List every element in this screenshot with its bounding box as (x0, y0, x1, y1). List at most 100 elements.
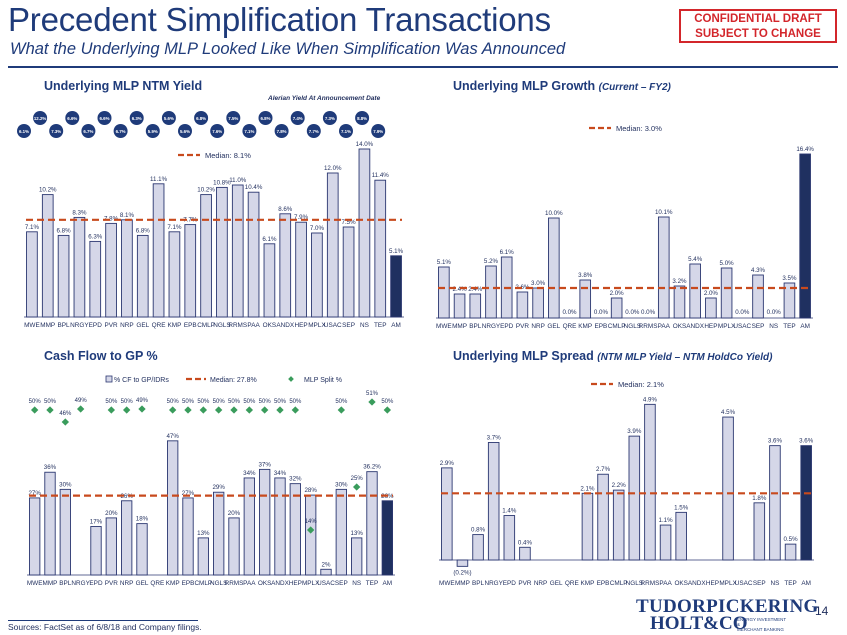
alerian-yield-label: 7.5% (228, 116, 238, 121)
yield-bar-pvr (105, 222, 117, 318)
cashflow-median-legend-label: Median: 27.8% (210, 377, 257, 384)
growth-bar-am (799, 153, 811, 319)
yield-bar-gel (136, 234, 149, 318)
growth-tick-label: EPB (595, 323, 608, 330)
cashflow-tick-label: NRGY (71, 580, 90, 587)
cashflow-data-label: 20% (105, 510, 118, 517)
yield-data-label: 10.8% (213, 179, 231, 186)
cashflow-tick-label: EPB (182, 580, 195, 587)
spread-bar-mwe (441, 467, 453, 561)
cashflow-tick-label: NS (352, 580, 361, 587)
alerian-yield-bubble (322, 111, 337, 125)
cashflow-bar-nrp (121, 500, 133, 576)
growth-tick-label: PAA (658, 323, 671, 330)
alerian-yield-label: 7.3% (51, 129, 61, 134)
yield-data-label: 7.9% (294, 214, 309, 221)
spread-tick-label: GEL (550, 580, 563, 587)
yield-bar-paa (247, 191, 260, 318)
cashflow-split-marker (30, 406, 39, 414)
yield-tick-label: PAA (247, 322, 260, 329)
alerian-yield-bubble (355, 111, 370, 125)
growth-data-label: 10.0% (545, 210, 563, 217)
growth-tick-label: MPLX (718, 323, 736, 330)
yield-bar-usac (326, 172, 339, 318)
yield-tick-label: TEP (374, 322, 386, 329)
growth-data-label: 5.4% (688, 256, 703, 263)
cashflow-tick-label: MWE (27, 580, 43, 587)
yield-bar-nrgy (73, 216, 86, 318)
yield-data-label: 6.1% (262, 236, 277, 243)
spread-bar-ngls (628, 435, 641, 561)
cashflow-data-label: 13% (350, 530, 363, 537)
alerian-yield-bubble (97, 111, 112, 125)
growth-tick-label: KMP (578, 323, 592, 330)
yield-bar-hep (295, 221, 307, 318)
growth-tick-label: GEL (547, 323, 560, 330)
cashflow-bar-tep (366, 471, 378, 576)
spread-tick-label: OKS (674, 580, 688, 587)
cashflow-tick-label: EPD (89, 580, 103, 587)
yield-tick-label: NS (360, 322, 369, 329)
cashflow-bar-am (381, 500, 393, 576)
cashflow-data-label: 36% (44, 464, 57, 471)
growth-data-label: 3.5% (782, 275, 797, 282)
spread-title-suffix: (NTM MLP Yield – NTM HoldCo Yield) (597, 352, 773, 363)
growth-tick-label: SEP (752, 323, 765, 330)
alerian-yield-bubble (113, 124, 128, 138)
yield-data-label: 6.8% (57, 227, 72, 234)
spread-tick-label: MMP (455, 580, 470, 587)
spread-tick-label: TEP (784, 580, 796, 587)
yield-tick-label: EPD (89, 322, 103, 329)
cashflow-data-label: 32% (289, 476, 302, 483)
cashflow-split-marker (245, 406, 254, 414)
cashflow-bar-kmp (167, 440, 179, 576)
yield-tick-label: EPB (184, 322, 197, 329)
spread-tick-label: RRMS (641, 580, 660, 587)
alerian-yield-label: 5.9% (148, 129, 158, 134)
cashflow-tick-label: ANDX (271, 580, 289, 587)
cashflow-split-marker (184, 406, 192, 414)
spread-tick-label: HEP (706, 580, 719, 587)
alerian-yield-bubble (274, 124, 289, 138)
company-logo: TUDORPICKERING HOLT&CO ENERGY INVESTMENT… (636, 596, 818, 634)
alerian-yield-label: 6.8% (260, 116, 270, 121)
cashflow-split-label: 50% (381, 399, 394, 405)
cashflow-split-label: 50% (274, 399, 287, 405)
growth-tick-label: NRP (531, 323, 545, 330)
cashflow-tick-label: USAC (317, 580, 335, 587)
spread-bar-pvr (519, 546, 531, 561)
growth-bar-hep (705, 297, 717, 319)
growth-data-label: 0.0% (641, 309, 656, 316)
alerian-yield-label: 5.6% (164, 116, 174, 121)
growth-data-label: 3.0% (531, 280, 546, 287)
cashflow-split-marker (168, 406, 177, 414)
spread-tick-label: NRGY (484, 580, 503, 587)
cashflow-split-label: 46% (59, 411, 72, 417)
spread-bar-kmp (581, 492, 594, 561)
cashflow-tick-label: OKS (258, 580, 272, 587)
spread-tick-label: PVR (518, 580, 532, 587)
alerian-yield-label: 5.6% (180, 129, 190, 134)
alerian-yield-label: 6.6% (67, 116, 77, 121)
growth-tick-label: AM (800, 323, 810, 330)
alerian-yield-bubble (81, 124, 96, 138)
cashflow-tick-label: SEP (335, 580, 348, 587)
cashflow-chart-title: Cash Flow to GP % (44, 349, 158, 363)
cashflow-bar-pvr (105, 517, 117, 576)
spread-data-label: 1.8% (752, 495, 767, 502)
cashflow-data-label: 13% (197, 530, 210, 537)
yield-bar-tep (374, 179, 387, 318)
growth-tick-label: HEP (704, 323, 717, 330)
cashflow-data-label: 34% (243, 470, 256, 477)
growth-tick-label: TEP (783, 323, 795, 330)
growth-tick-label: QRE (563, 323, 577, 330)
yield-chart-title: Underlying MLP NTM Yield (44, 79, 202, 93)
growth-tick-label: CMLP (608, 323, 626, 330)
yield-bar-epd (89, 240, 102, 318)
yield-data-label: 7.0% (310, 225, 325, 232)
page-title: Precedent Simplification Transactions (8, 1, 551, 38)
yield-data-label: 8.6% (278, 206, 293, 213)
spread-tick-label: CMLP (610, 580, 628, 587)
alerian-yield-bubble (306, 124, 321, 138)
cashflow-split-legend-swatch (288, 376, 294, 382)
